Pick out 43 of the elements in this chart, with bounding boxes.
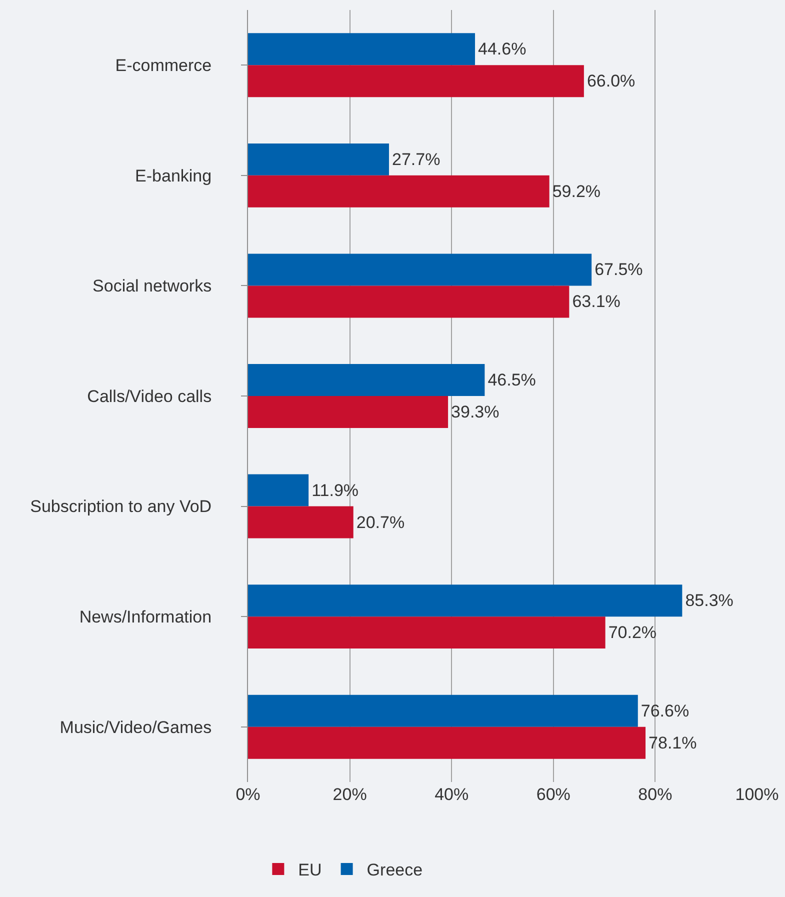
data-label: 66.0% xyxy=(586,72,636,91)
data-label: 44.6% xyxy=(478,40,526,59)
x-tick-label: 80% xyxy=(638,785,672,804)
data-label: 20.7% xyxy=(356,512,405,532)
x-tick-label: 100% xyxy=(735,785,779,804)
data-label: 39.3% xyxy=(451,402,500,422)
x-tick-label: 0% xyxy=(236,785,260,804)
bar xyxy=(248,396,448,428)
y-tick-label: Music/Video/Games xyxy=(60,718,212,737)
y-tick-label: E-banking xyxy=(135,166,212,186)
x-tick-label: 40% xyxy=(434,785,469,804)
bar xyxy=(248,175,550,208)
data-label: 85.3% xyxy=(685,591,734,610)
bar xyxy=(248,65,584,98)
bar xyxy=(248,33,476,66)
y-tick-label: Calls/Video calls xyxy=(87,386,212,406)
bar xyxy=(248,694,638,727)
y-tick-label: Social networks xyxy=(92,276,212,296)
y-tick-label: E-commerce xyxy=(115,56,212,76)
data-label: 63.1% xyxy=(572,292,620,312)
bar xyxy=(248,143,389,176)
data-label: 78.1% xyxy=(648,733,697,752)
y-tick-label: Subscription to any VoD xyxy=(30,497,212,516)
data-label: 76.6% xyxy=(640,701,690,720)
bar xyxy=(248,474,309,506)
data-label: 27.7% xyxy=(392,150,440,169)
legend-label: Greece xyxy=(366,860,423,880)
bar xyxy=(248,726,646,759)
bar xyxy=(248,364,485,396)
x-tick-label: 20% xyxy=(332,785,367,804)
data-label: 11.9% xyxy=(312,480,359,500)
bar xyxy=(248,506,354,538)
bar xyxy=(248,616,606,649)
bar xyxy=(248,254,592,286)
y-tick-label: News/Information xyxy=(79,608,212,627)
bar xyxy=(248,584,682,617)
data-label: 46.5% xyxy=(488,370,536,390)
data-label: 59.2% xyxy=(552,182,601,201)
data-label: 67.5% xyxy=(594,260,643,280)
x-tick-label: 60% xyxy=(536,785,570,804)
bar xyxy=(248,286,570,318)
data-label: 70.2% xyxy=(608,623,657,642)
legend-label: EU xyxy=(298,860,322,880)
